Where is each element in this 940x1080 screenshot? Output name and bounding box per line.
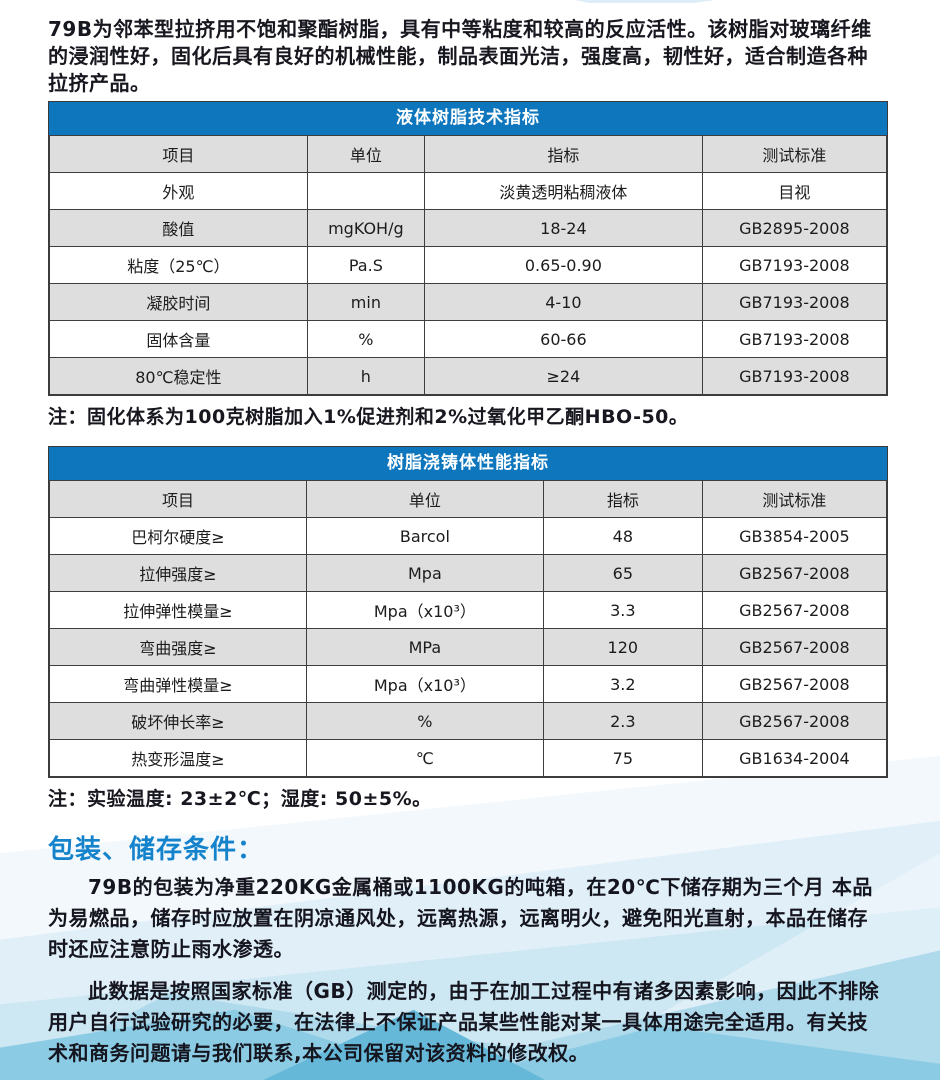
- table-row: 拉伸弹性模量≥ Mpa（x10³） 3.3 GB2567-2008: [49, 591, 888, 629]
- table-cell: GB2567-2008: [701, 591, 888, 629]
- table-cell: 4-10: [423, 283, 703, 321]
- table-cell: 弯曲强度≥: [49, 628, 307, 666]
- table-cell: mgKOH/g: [306, 209, 425, 247]
- table-cell: 固体含量: [49, 320, 308, 358]
- table-cell: 2.3: [542, 702, 703, 740]
- table-cell: Pa.S: [306, 246, 425, 284]
- table-row: 巴柯尔硬度≥ Barcol 48 GB3854-2005: [49, 517, 888, 555]
- table-cell: 75: [542, 739, 703, 777]
- table-cell: 120: [542, 628, 703, 666]
- table-cell: GB2567-2008: [701, 554, 888, 592]
- table-cell: 目视: [701, 172, 888, 210]
- column-header: 指标: [423, 135, 703, 173]
- casting-performance-spec-table: 树脂浇铸体性能指标 项目 单位 指标 测试标准 巴柯尔硬度≥ Barcol 48 GB385…: [48, 446, 888, 778]
- table-header-row: 项目 单位 指标 测试标准: [49, 135, 888, 173]
- table-cell: 80℃稳定性: [49, 357, 308, 395]
- table-cell: 3.2: [542, 665, 703, 703]
- casting-performance-note: 注：实验温度: 23±2℃；湿度: 50±5%。: [48, 788, 432, 810]
- background-top-sliver: [575, 0, 715, 3]
- table-row: 破坏伸长率≥% 2.3 GB2567-2008: [49, 702, 888, 740]
- table-cell: %: [306, 320, 425, 358]
- table-cell: 酸值: [49, 209, 308, 247]
- table-cell: 外观: [49, 172, 308, 210]
- table-row: 80℃稳定性 h ≥24 GB7193-2008: [49, 357, 888, 395]
- product-intro-paragraph: 79B为邻苯型拉挤用不饱和聚酯树脂，具有中等粘度和较高的反应活性。该树脂对玻璃纤…: [48, 17, 872, 95]
- table-cell: 淡黄透明粘稠液体: [423, 172, 703, 210]
- table-row: 弯曲强度≥ MPa 120 GB2567-2008: [49, 628, 888, 666]
- table-cell: Mpa: [305, 554, 544, 592]
- table-cell: GB2895-2008: [701, 209, 888, 247]
- table-cell: Barcol: [305, 517, 544, 555]
- liquid-resin-spec-table: 液体树脂技术指标 项目 单位 指标 测试标准 外观 淡黄透明粘稠液体 目视 酸值 mgKOH/…: [48, 101, 888, 396]
- table-row: 热变形温度≥ ℃ 75 GB1634-2004: [49, 739, 888, 777]
- table-cell: %: [305, 702, 544, 740]
- table-row: 拉伸强度≥ Mpa 65 GB2567-2008: [49, 554, 888, 592]
- table-cell: 65: [542, 554, 703, 592]
- table-cell: Mpa（x10³）: [305, 665, 544, 703]
- table-cell: 48: [542, 517, 703, 555]
- table-row: 酸值 mgKOH/g 18-24 GB2895-2008: [49, 209, 888, 247]
- column-header: 项目: [49, 480, 307, 518]
- table-cell: 18-24: [423, 209, 703, 247]
- liquid-resin-table-title: 液体树脂技术指标: [49, 102, 887, 135]
- liquid-resin-table: 项目 单位 指标 测试标准 外观 淡黄透明粘稠液体 目视 酸值 mgKOH/g 18-24 GB2…: [49, 135, 888, 395]
- table-cell: [306, 172, 425, 210]
- table-cell: 破坏伸长率≥: [49, 702, 307, 740]
- column-header: 项目: [49, 135, 308, 173]
- column-header: 指标: [542, 480, 703, 518]
- column-header: 单位: [305, 480, 544, 518]
- table-cell: GB3854-2005: [701, 517, 888, 555]
- table-cell: 60-66: [423, 320, 703, 358]
- table-row: 粘度（25℃） Pa.S 0.65-0.90 GB7193-2008: [49, 246, 888, 284]
- storage-section-heading: 包装、储存条件：: [48, 835, 265, 865]
- table-cell: h: [306, 357, 425, 395]
- table-cell: GB2567-2008: [701, 702, 888, 740]
- table-row: 外观 淡黄透明粘稠液体 目视: [49, 172, 888, 210]
- column-header: 测试标准: [701, 480, 888, 518]
- table-cell: 巴柯尔硬度≥: [49, 517, 307, 555]
- table-cell: 粘度（25℃）: [49, 246, 308, 284]
- table-header-row: 项目 单位 指标 测试标准: [49, 480, 888, 518]
- table-cell: GB2567-2008: [701, 628, 888, 666]
- casting-performance-table-title: 树脂浇铸体性能指标: [49, 447, 887, 480]
- liquid-resin-note: 注：固化体系为100克树脂加入1%促进剂和2%过氧化甲乙酮HBO-50。: [48, 406, 689, 428]
- casting-performance-table: 项目 单位 指标 测试标准 巴柯尔硬度≥ Barcol 48 GB3854-2005 拉伸强度…: [49, 480, 888, 777]
- table-cell: GB7193-2008: [701, 246, 888, 284]
- table-cell: GB7193-2008: [701, 357, 888, 395]
- table-cell: GB2567-2008: [701, 665, 888, 703]
- packaging-storage-paragraph: 79B的包装为净重220KG金属桶或1100KG的吨箱，在20℃下储存期为三个月…: [48, 875, 873, 961]
- table-row: 固体含量% 60-66 GB7193-2008: [49, 320, 888, 358]
- table-cell: 0.65-0.90: [423, 246, 703, 284]
- table-cell: 3.3: [542, 591, 703, 629]
- table-row: 弯曲弹性模量≥ Mpa（x10³） 3.2 GB2567-2008: [49, 665, 888, 703]
- table-cell: 凝胶时间: [49, 283, 308, 321]
- table-cell: Mpa（x10³）: [305, 591, 544, 629]
- table-cell: MPa: [305, 628, 544, 666]
- column-header: 测试标准: [701, 135, 888, 173]
- disclaimer-paragraph: 此数据是按照国家标准（GB）测定的，由于在加工过程中有诸多因素影响，因此不排除用…: [48, 979, 880, 1065]
- table-cell: 弯曲弹性模量≥: [49, 665, 307, 703]
- table-row: 凝胶时间 min 4-10 GB7193-2008: [49, 283, 888, 321]
- table-cell: GB7193-2008: [701, 283, 888, 321]
- table-cell: min: [306, 283, 425, 321]
- table-cell: 热变形温度≥: [49, 739, 307, 777]
- column-header: 单位: [306, 135, 425, 173]
- table-cell: 拉伸强度≥: [49, 554, 307, 592]
- table-cell: ≥24: [423, 357, 703, 395]
- table-cell: 拉伸弹性模量≥: [49, 591, 307, 629]
- table-cell: ℃: [305, 739, 544, 777]
- table-cell: GB1634-2004: [701, 739, 888, 777]
- table-cell: GB7193-2008: [701, 320, 888, 358]
